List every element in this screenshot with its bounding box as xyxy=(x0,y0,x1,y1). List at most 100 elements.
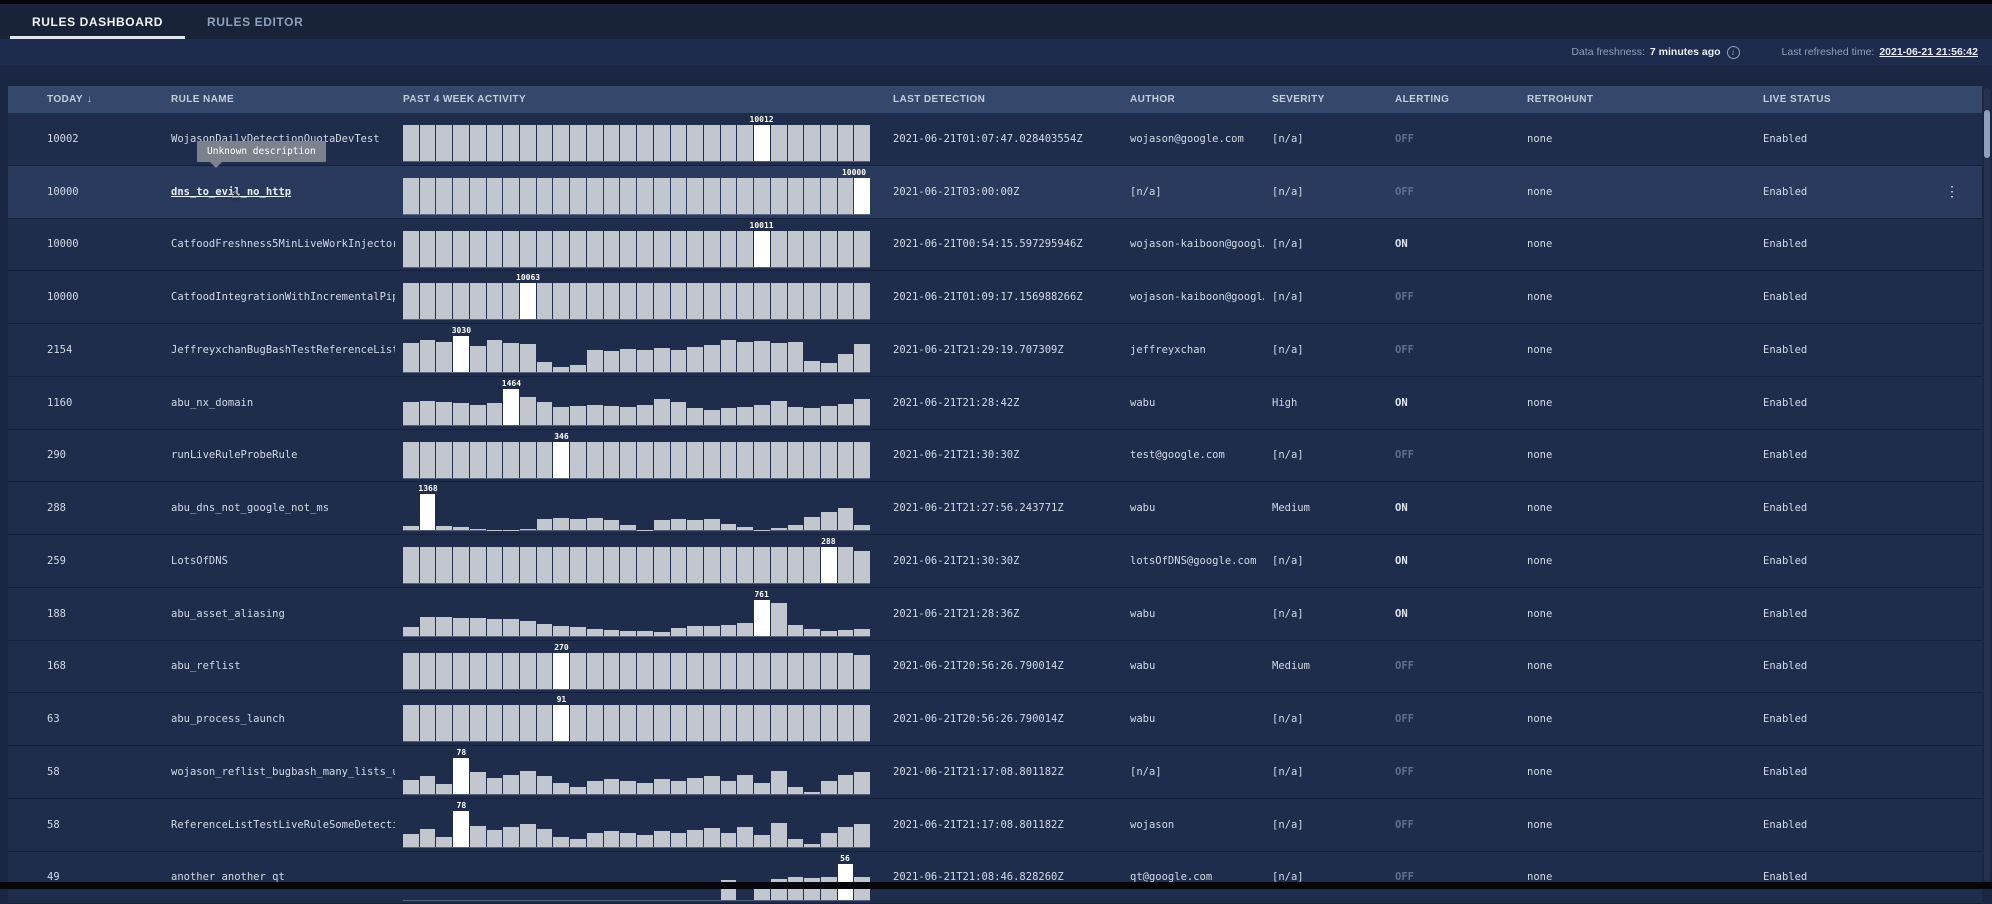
activity-bar xyxy=(570,442,586,478)
activity-bar xyxy=(470,772,486,794)
activity-bar xyxy=(587,350,603,372)
severity: [n/a] xyxy=(1264,291,1387,303)
activity-bar xyxy=(804,517,820,530)
activity-bar xyxy=(620,407,636,425)
column-header-rule-name[interactable]: RULE NAME xyxy=(163,94,395,105)
activity-bar xyxy=(687,626,703,635)
rule-name-cell: abu_asset_aliasing xyxy=(163,608,395,620)
activity-bar xyxy=(704,705,720,741)
peak-value-label: 56 xyxy=(840,854,850,863)
alerting-value: OFF xyxy=(1395,133,1414,145)
activity-bar xyxy=(821,833,837,847)
activity-bar xyxy=(587,547,603,583)
activity-bar xyxy=(854,442,870,478)
rule-name: abu_nx_domain xyxy=(171,397,253,409)
activity-bar xyxy=(453,547,469,583)
activity-bar xyxy=(587,653,603,689)
kebab-menu-icon[interactable]: ⋮ xyxy=(1945,185,1959,199)
activity-bar xyxy=(654,125,670,161)
column-header-activity[interactable]: PAST 4 WEEK ACTIVITY xyxy=(395,94,885,105)
rule-name: JeffreyxchanBugBashTestReferenceList xyxy=(171,344,395,356)
info-icon[interactable]: i xyxy=(1727,46,1740,59)
column-header-today[interactable]: TODAY↓ xyxy=(8,94,163,105)
activity-bar xyxy=(804,442,820,478)
column-header-alerting[interactable]: ALERTING xyxy=(1387,94,1519,105)
activity-bar xyxy=(436,784,452,794)
activity-bar xyxy=(620,653,636,689)
alerting-status: OFF xyxy=(1387,344,1519,356)
activity-bar xyxy=(704,178,720,214)
activity-bar xyxy=(721,283,737,319)
activity-bar xyxy=(553,626,569,635)
activity-bar xyxy=(737,705,753,741)
activity-bar xyxy=(771,771,787,794)
live-status: Enabled xyxy=(1755,291,1922,303)
activity-bar xyxy=(420,653,436,689)
retrohunt: none xyxy=(1519,449,1755,461)
activity-bar xyxy=(788,787,804,794)
tab-rules-dashboard[interactable]: RULES DASHBOARD xyxy=(10,4,185,39)
severity: [n/a] xyxy=(1264,133,1387,145)
activity-bar xyxy=(671,125,687,161)
activity-bar xyxy=(771,178,787,214)
activity-bar xyxy=(604,283,620,319)
activity-bar xyxy=(520,621,536,636)
alerting-status: OFF xyxy=(1387,660,1519,672)
row-menu-cell: ⋮ xyxy=(1922,185,1982,199)
activity-bar xyxy=(737,178,753,214)
peak-value-label: 761 xyxy=(754,590,768,599)
activity-bar xyxy=(687,178,703,214)
activity-bar xyxy=(654,632,670,636)
vertical-scrollbar[interactable] xyxy=(1984,88,1990,881)
activity-bar xyxy=(570,627,586,636)
alerting-status: OFF xyxy=(1387,186,1519,198)
peak-bar xyxy=(553,442,569,478)
activity-bar xyxy=(654,653,670,689)
activity-bar xyxy=(838,705,854,741)
activity-bar xyxy=(687,520,703,530)
column-header-author[interactable]: AUTHOR xyxy=(1122,94,1264,105)
column-header-severity[interactable]: SEVERITY xyxy=(1264,94,1387,105)
activity-sparkline: 91 xyxy=(395,693,885,745)
activity-bar xyxy=(420,125,436,161)
activity-bar xyxy=(671,442,687,478)
activity-bar xyxy=(804,408,820,425)
activity-bar xyxy=(788,231,804,267)
last-detection: 2021-06-21T21:29:19.707309Z xyxy=(885,344,1122,356)
activity-bar xyxy=(804,547,820,583)
activity-bar xyxy=(537,178,553,214)
tab-rules-editor[interactable]: RULES EDITOR xyxy=(185,4,325,39)
sparkline-chart xyxy=(403,336,870,373)
activity-bar xyxy=(704,653,720,689)
activity-bar xyxy=(754,835,770,847)
column-header-retrohunt[interactable]: RETROHUNT xyxy=(1519,94,1755,105)
retrohunt: none xyxy=(1519,819,1755,831)
column-header-live-status[interactable]: LIVE STATUS xyxy=(1755,94,1922,105)
activity-bar xyxy=(704,626,720,636)
activity-sparkline: 10012 xyxy=(395,113,885,165)
scrollbar-thumb[interactable] xyxy=(1984,110,1990,158)
last-refreshed-value: 2021-06-21 21:56:42 xyxy=(1879,46,1978,58)
activity-bar xyxy=(487,530,503,531)
activity-bar xyxy=(604,178,620,214)
column-header-last-detection[interactable]: LAST DETECTION xyxy=(885,94,1122,105)
activity-bar xyxy=(637,283,653,319)
author: wabu xyxy=(1122,660,1264,672)
activity-bar xyxy=(704,345,720,372)
activity-bar xyxy=(687,231,703,267)
author: lotsOfDNS@google.com xyxy=(1122,555,1264,567)
